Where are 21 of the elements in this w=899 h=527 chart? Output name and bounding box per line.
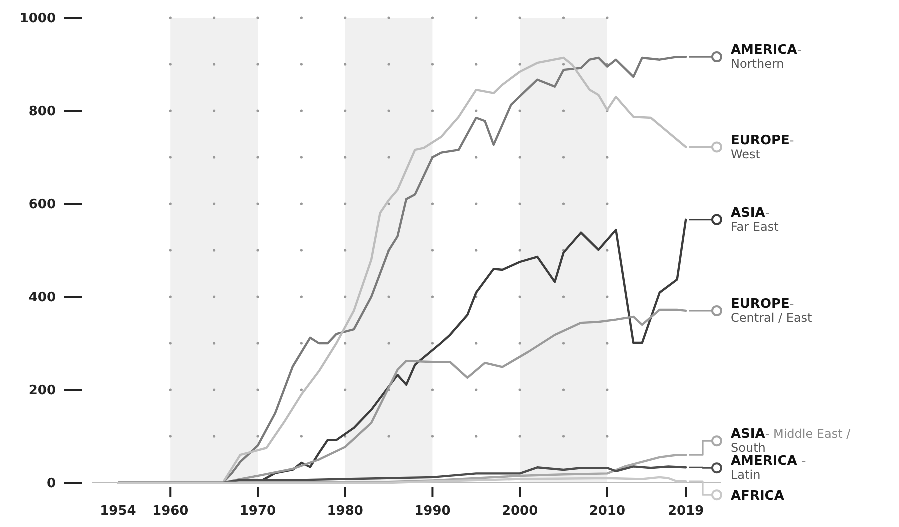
x-tick-label: 2000 (502, 504, 538, 519)
x-tick-label: 1990 (414, 504, 451, 519)
text: EUROPE- West (731, 133, 794, 162)
x-tick-label: 2019 (668, 504, 704, 519)
y-tick-label: 200 (28, 384, 56, 399)
y-tick-label: 0 (46, 476, 56, 492)
y-tick-label: 1000 (20, 12, 56, 27)
x-tick-label: 1980 (327, 504, 364, 519)
legend-label: AFRICA (731, 489, 784, 504)
legend-label: EUROPE- Central / East (731, 296, 813, 325)
x-tick-label: 1970 (240, 504, 276, 519)
legend-label: ASIA- Middle East / South (731, 427, 852, 456)
x-tick-label: 1954 (100, 504, 136, 519)
x-tick-label: 1960 (152, 504, 189, 519)
legend-label: ASIA- Far East (731, 206, 780, 234)
y-tick-label: 600 (28, 198, 56, 213)
legend-label: AMERICA- Northern (731, 43, 802, 72)
y-tick-label: 800 (28, 104, 56, 120)
y-tick-label: 400 (28, 290, 56, 306)
x-tick-label: 2010 (589, 504, 626, 519)
text: AMERICA - Latin (731, 454, 806, 482)
